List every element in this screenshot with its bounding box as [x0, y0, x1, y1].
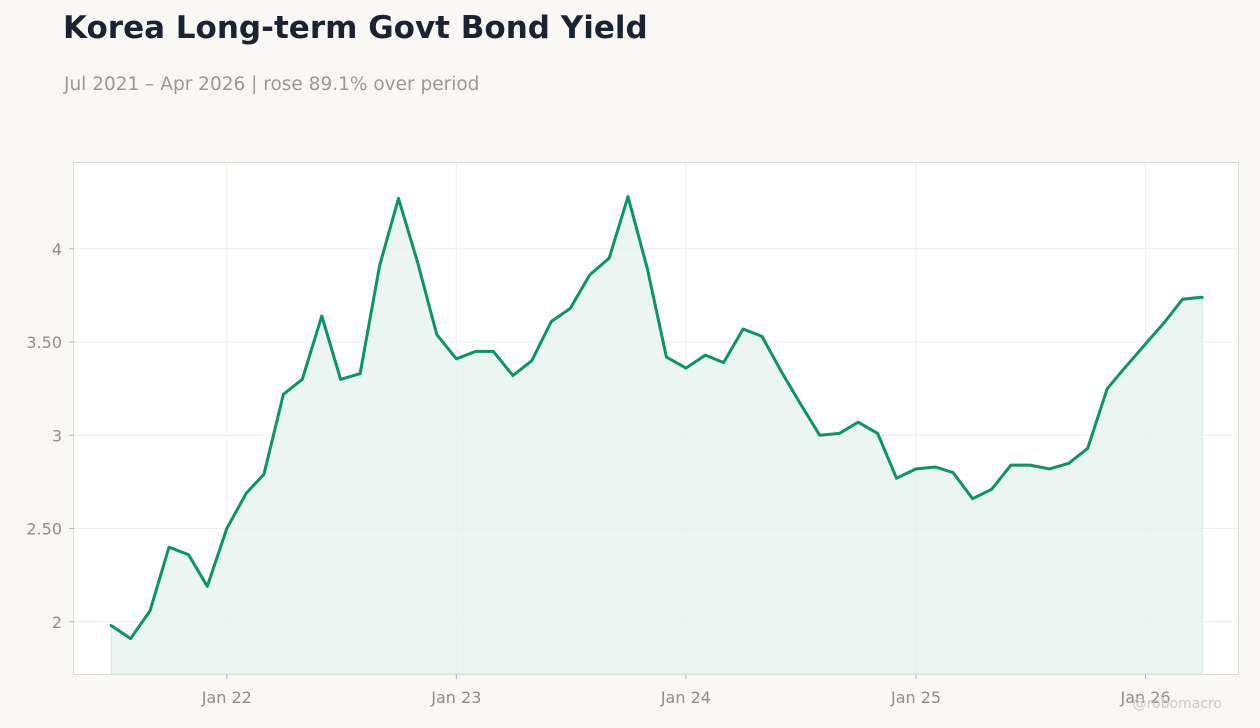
- x-tick-label: Jan 25: [890, 688, 941, 707]
- x-tick-label: Jan 22: [201, 688, 252, 707]
- watermark: @robomacro: [1132, 696, 1222, 712]
- chart-title: Korea Long-term Govt Bond Yield: [63, 10, 648, 46]
- x-tick-label: Jan 26: [1120, 688, 1171, 707]
- y-tick-label: 3: [52, 426, 62, 445]
- y-tick-label: 4: [52, 240, 62, 259]
- x-tick-label: Jan 24: [660, 688, 711, 707]
- x-tick-label: Jan 23: [430, 688, 481, 707]
- y-tick-label: 2.50: [26, 520, 62, 539]
- y-tick-label: 2: [52, 613, 62, 632]
- series-line: [109, 195, 1204, 641]
- y-tick-label: 3.50: [26, 333, 62, 352]
- chart-subtitle: Jul 2021 – Apr 2026 | rose 89.1% over pe…: [64, 74, 480, 95]
- axes: 2 2.50 3 3.50 4 Jan 22 Jan 23 Jan 24 Jan 25 Jan 2…: [26, 240, 1170, 707]
